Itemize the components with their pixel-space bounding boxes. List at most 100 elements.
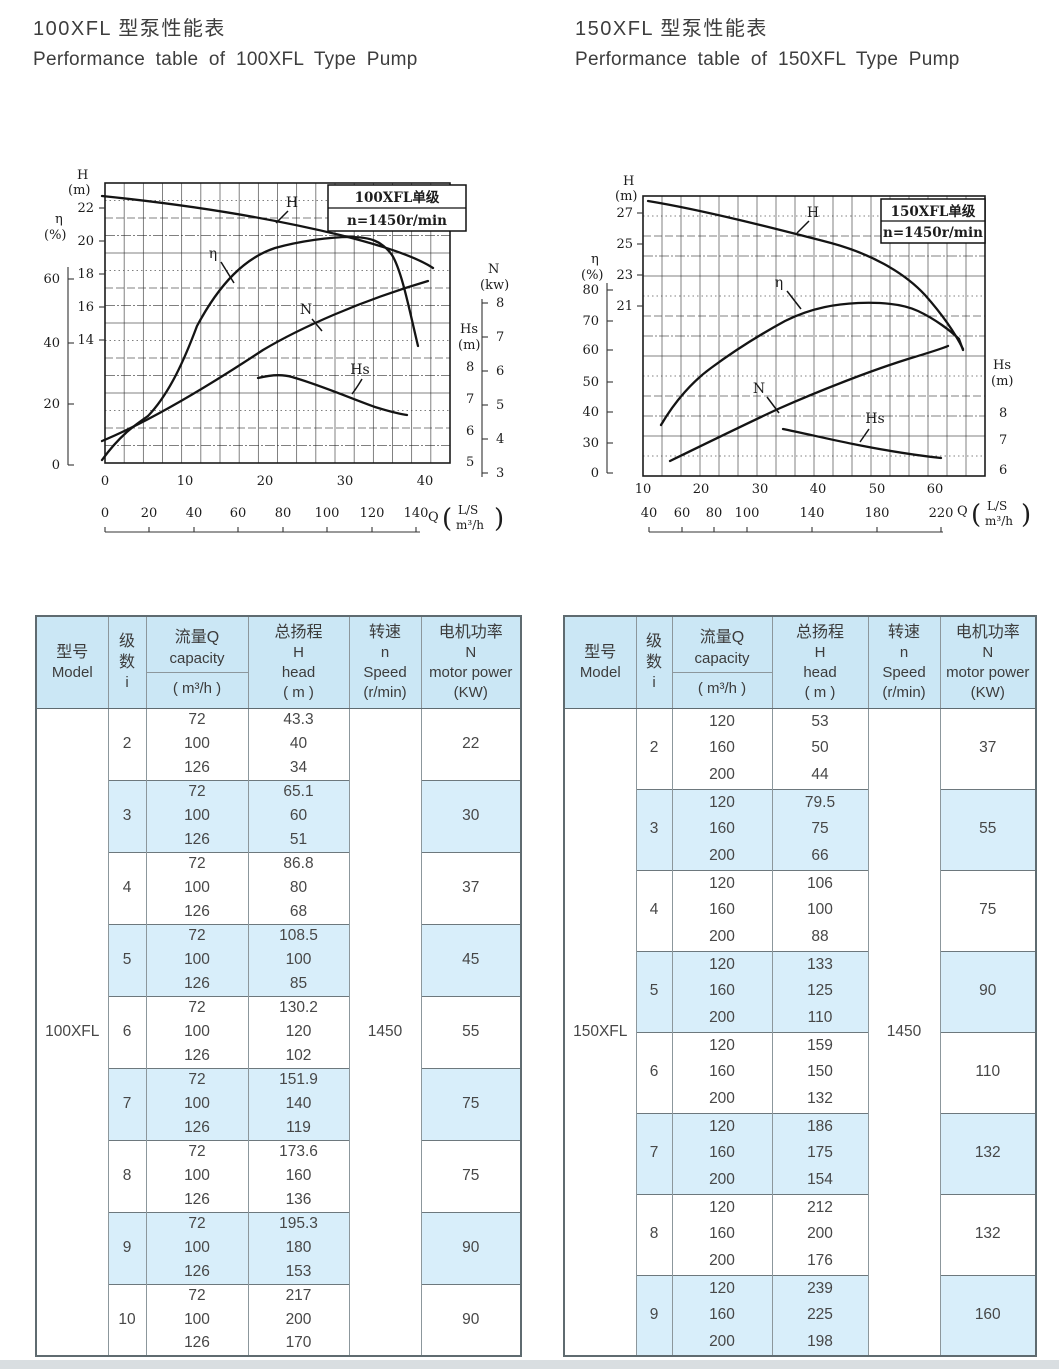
- chart-speed-label: n=1450r/min: [883, 225, 983, 241]
- tick-label: 7: [999, 433, 1007, 448]
- speed-cell: 1450: [348, 708, 421, 1356]
- header-head: 总扬程 H head ( m ): [771, 616, 868, 709]
- x-unit-paren-open: (: [971, 500, 981, 530]
- h-axis-ticks: 27 25 23 21: [616, 206, 633, 314]
- capacity-cell: 72: [145, 1211, 248, 1236]
- stage-count-cell: 10: [107, 1283, 146, 1356]
- head-cell: 186: [771, 1112, 868, 1140]
- n-axis-ticks: 8 7 6 5 4 3: [496, 296, 504, 481]
- capacity-cell: 72: [145, 851, 248, 876]
- header-power: 电机功率 N motor power (KW): [420, 616, 521, 709]
- power-cell: 110: [939, 1031, 1036, 1113]
- capacity-cell: 200: [671, 924, 772, 951]
- head-cell: 88: [771, 924, 868, 951]
- head-cell: 175: [771, 1140, 868, 1167]
- power-cell: 90: [420, 1211, 521, 1284]
- power-cell: 90: [939, 950, 1036, 1032]
- tick-label: 23: [616, 268, 633, 283]
- stage-count-cell: 8: [107, 1139, 146, 1212]
- curve-N-leader: [766, 396, 780, 414]
- tick-label: 60: [927, 482, 944, 497]
- tick-label: 40: [186, 506, 203, 521]
- tick-label: 6: [466, 424, 474, 439]
- stage-count-cell: 2: [635, 708, 672, 789]
- performance-chart-100xfl: H η N Hs 100XFL单级 n=1450r/min H (m) 22 20…: [43, 168, 509, 534]
- curve-H-leader: [796, 220, 810, 234]
- head-cell: 200: [771, 1221, 868, 1248]
- tick-label: 25: [616, 237, 633, 252]
- x-unit-m3h: m³/h: [985, 514, 1013, 528]
- capacity-cell: 100: [145, 948, 248, 972]
- model-cell: 100XFL: [45, 1022, 100, 1040]
- eta-axis-unit: (%): [44, 228, 67, 243]
- table-row: 5 72 108.5 45: [36, 923, 521, 996]
- tick-label: 80: [706, 506, 723, 521]
- capacity-cell: 126: [145, 1044, 248, 1068]
- stage-count-cell: 8: [635, 1193, 672, 1275]
- curve-label-N: N: [753, 381, 765, 397]
- table-row: 8 120 212 132: [564, 1193, 1036, 1275]
- x-unit-ls: L/S: [458, 503, 478, 517]
- x-axis-m3h-ticks: 40 60 80 100 140 180 220: [641, 506, 954, 521]
- head-cell: 79.5: [771, 788, 868, 816]
- capacity-cell: 72: [145, 779, 248, 804]
- capacity-cell: 100: [145, 876, 248, 900]
- head-cell: 50: [771, 735, 868, 762]
- table-row: 4 120 106 75: [564, 869, 1036, 951]
- capacity-cell: 72: [145, 708, 248, 732]
- h-axis-tickmarks: [637, 212, 643, 307]
- title-zh: 150XFL 型泵性能表: [575, 18, 768, 40]
- capacity-cell: 72: [145, 995, 248, 1020]
- table-row: 126 136: [36, 1188, 521, 1212]
- tick-label: 50: [582, 375, 599, 390]
- capacity-cell: 126: [145, 900, 248, 924]
- head-cell: 108.5: [247, 923, 349, 948]
- x-axis-ruler: [648, 527, 943, 533]
- power-cell: 37: [420, 851, 521, 924]
- stage-count-cell: 7: [107, 1067, 146, 1140]
- head-cell: 53: [771, 708, 868, 735]
- header-capacity: 流量Q capacity ( m³/h ): [145, 616, 248, 709]
- table-row: 9 120 239 160: [564, 1274, 1036, 1356]
- tick-label: 70: [582, 314, 599, 329]
- tick-label: 40: [43, 336, 60, 351]
- stage-count-cell: 3: [635, 788, 672, 870]
- table-row: 150XFL 2 120 53 1450 37: [564, 708, 1036, 1356]
- stage-count-cell: 5: [107, 923, 146, 996]
- table-row: 160 100: [564, 897, 1036, 924]
- head-cell: 160: [247, 1164, 349, 1188]
- capacity-cell: 120: [671, 1193, 772, 1221]
- table-row: 100 200: [36, 1308, 521, 1332]
- curve-H: [100, 194, 435, 270]
- table-row: 100 40: [36, 732, 521, 756]
- power-cell: 22: [420, 708, 521, 780]
- tick-label: 60: [674, 506, 691, 521]
- head-cell: 60: [247, 804, 349, 828]
- x-axis-m3h-ticks: 0 20 40 60 80 100 120 140: [101, 506, 429, 521]
- head-cell: 180: [247, 1236, 349, 1260]
- header-stages: 级 数 i: [635, 616, 672, 709]
- stage-count-cell: 4: [635, 869, 672, 951]
- page-divider: [0, 1360, 1059, 1369]
- power-cell: 55: [420, 995, 521, 1068]
- curve-Hs-leader: [351, 378, 363, 395]
- table-row: 160 200: [564, 1221, 1036, 1248]
- capacity-cell: 200: [671, 843, 772, 870]
- tick-label: 16: [77, 300, 94, 315]
- speed-cell: 1450: [867, 708, 940, 1356]
- tick-label: 60: [582, 343, 599, 358]
- tick-label: 7: [496, 330, 504, 345]
- head-cell: 75: [771, 816, 868, 843]
- capacity-cell: 120: [671, 708, 772, 735]
- capacity-cell: 72: [145, 1283, 248, 1308]
- stage-count-cell: 3: [107, 779, 146, 852]
- table-row: 100XFL 2 72 43.3 1450 22: [36, 708, 521, 1356]
- curve-Hs: [781, 427, 943, 460]
- n-axis-label: N: [488, 262, 499, 277]
- power-cell: 75: [939, 869, 1036, 951]
- head-cell: 120: [247, 1020, 349, 1044]
- tick-label: 40: [810, 482, 827, 497]
- tick-label: 27: [616, 206, 633, 221]
- capacity-cell: 126: [145, 1260, 248, 1284]
